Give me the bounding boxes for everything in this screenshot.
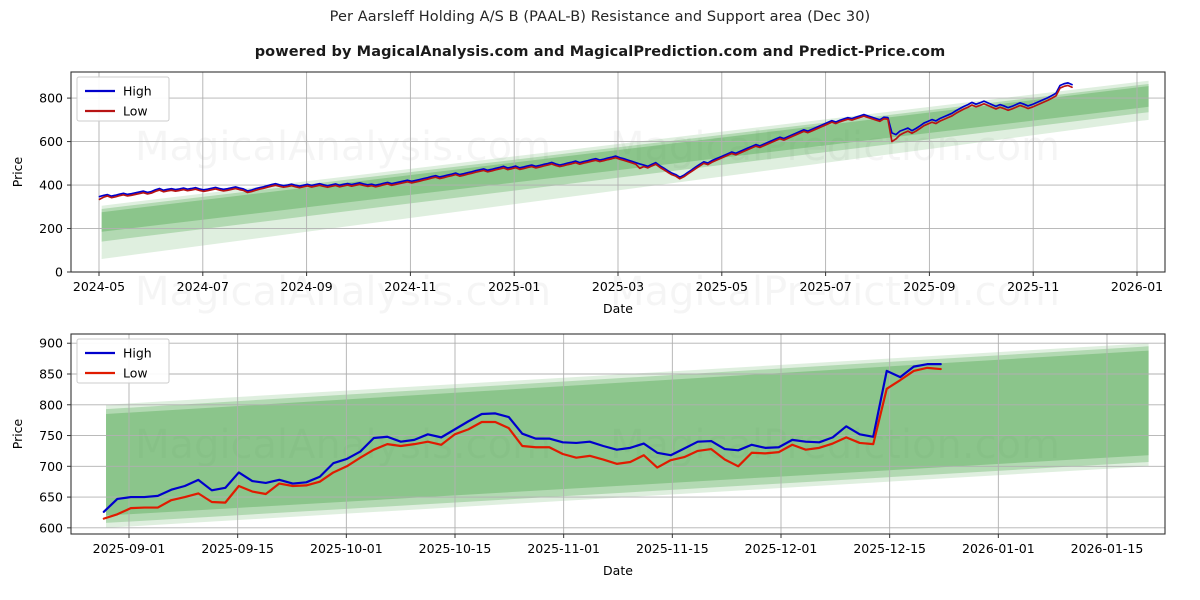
x-tick-label: 2025-12-01 bbox=[745, 541, 818, 556]
chart-legend: High Low bbox=[76, 338, 170, 384]
series-layer bbox=[102, 363, 942, 520]
y-tick-label: 600 bbox=[39, 520, 63, 535]
chart-overview: 0 200 400 600 800 2024-05 2024-07 2024-09 2024-1… bbox=[10, 71, 1166, 316]
support-resistance-wide bbox=[101, 80, 1149, 259]
chart-zoom: 600 650 700 750 800 850 900 2025-09-01 2025-09-1… bbox=[10, 333, 1166, 578]
series-line-high bbox=[102, 363, 942, 513]
series-line-low bbox=[98, 84, 1073, 201]
x-tick-label: 2025-07 bbox=[799, 279, 851, 294]
x-tick-label: 2025-12-15 bbox=[853, 541, 926, 556]
x-axis-label: Date bbox=[603, 301, 633, 316]
x-tick-label: 2024-07 bbox=[177, 279, 229, 294]
x-tick-label: 2026-01-15 bbox=[1071, 541, 1144, 556]
x-tick-label: 2025-03 bbox=[592, 279, 644, 294]
y-tick-label: 0 bbox=[55, 265, 63, 280]
x-tick-label: 2024-05 bbox=[73, 279, 125, 294]
y-tick-label: 900 bbox=[39, 336, 63, 351]
y-tick-label: 650 bbox=[39, 490, 63, 505]
y-tick-label: 400 bbox=[39, 178, 63, 193]
x-tick-label: 2025-10-01 bbox=[310, 541, 383, 556]
x-tick-label: 2026-01-01 bbox=[962, 541, 1035, 556]
support-resistance-core bbox=[106, 350, 1149, 516]
y-axis-label: Price bbox=[10, 418, 25, 449]
x-tick-label: 2025-10-15 bbox=[419, 541, 492, 556]
x-tick-label: 2025-09 bbox=[903, 279, 955, 294]
x-tick-label: 2025-05 bbox=[696, 279, 748, 294]
y-tick-label: 800 bbox=[39, 91, 63, 106]
series-layer bbox=[98, 82, 1073, 201]
x-tick-label: 2024-11 bbox=[384, 279, 436, 294]
x-tick-label: 2026-01 bbox=[1111, 279, 1163, 294]
support-resistance-mid bbox=[101, 83, 1149, 242]
x-tick-label: 2025-11-01 bbox=[527, 541, 600, 556]
series-line-high bbox=[98, 82, 1073, 198]
support-resistance-mid bbox=[106, 346, 1149, 523]
y-tick-label: 750 bbox=[39, 428, 63, 443]
y-axis-label: Price bbox=[10, 156, 25, 187]
y-tick-label: 850 bbox=[39, 367, 63, 382]
legend-label-low: Low bbox=[123, 366, 148, 381]
plot-frame bbox=[70, 333, 1166, 535]
x-tick-label: 2025-09-15 bbox=[201, 541, 274, 556]
page-title: Per Aarsleff Holding A/S B (PAAL-B) Resi… bbox=[329, 9, 871, 25]
page-subtitle: powered by MagicalAnalysis.com and Magic… bbox=[254, 44, 946, 60]
x-tick-label: 2025-11 bbox=[1007, 279, 1059, 294]
legend-label-high: High bbox=[123, 84, 152, 99]
chart-legend: High Low bbox=[76, 76, 170, 122]
x-tick-label: 2024-09 bbox=[280, 279, 332, 294]
x-axis-label: Date bbox=[603, 563, 633, 578]
x-tick-label: 2025-11-15 bbox=[636, 541, 709, 556]
legend-label-high: High bbox=[123, 346, 152, 361]
x-tick-label: 2025-09-01 bbox=[93, 541, 166, 556]
y-tick-label: 600 bbox=[39, 134, 63, 149]
y-tick-label: 200 bbox=[39, 221, 63, 236]
x-tick-label: 2025-01 bbox=[488, 279, 540, 294]
series-line-low bbox=[102, 366, 942, 520]
y-tick-label: 700 bbox=[39, 459, 63, 474]
y-tick-label: 800 bbox=[39, 397, 63, 412]
legend-label-low: Low bbox=[123, 104, 148, 119]
